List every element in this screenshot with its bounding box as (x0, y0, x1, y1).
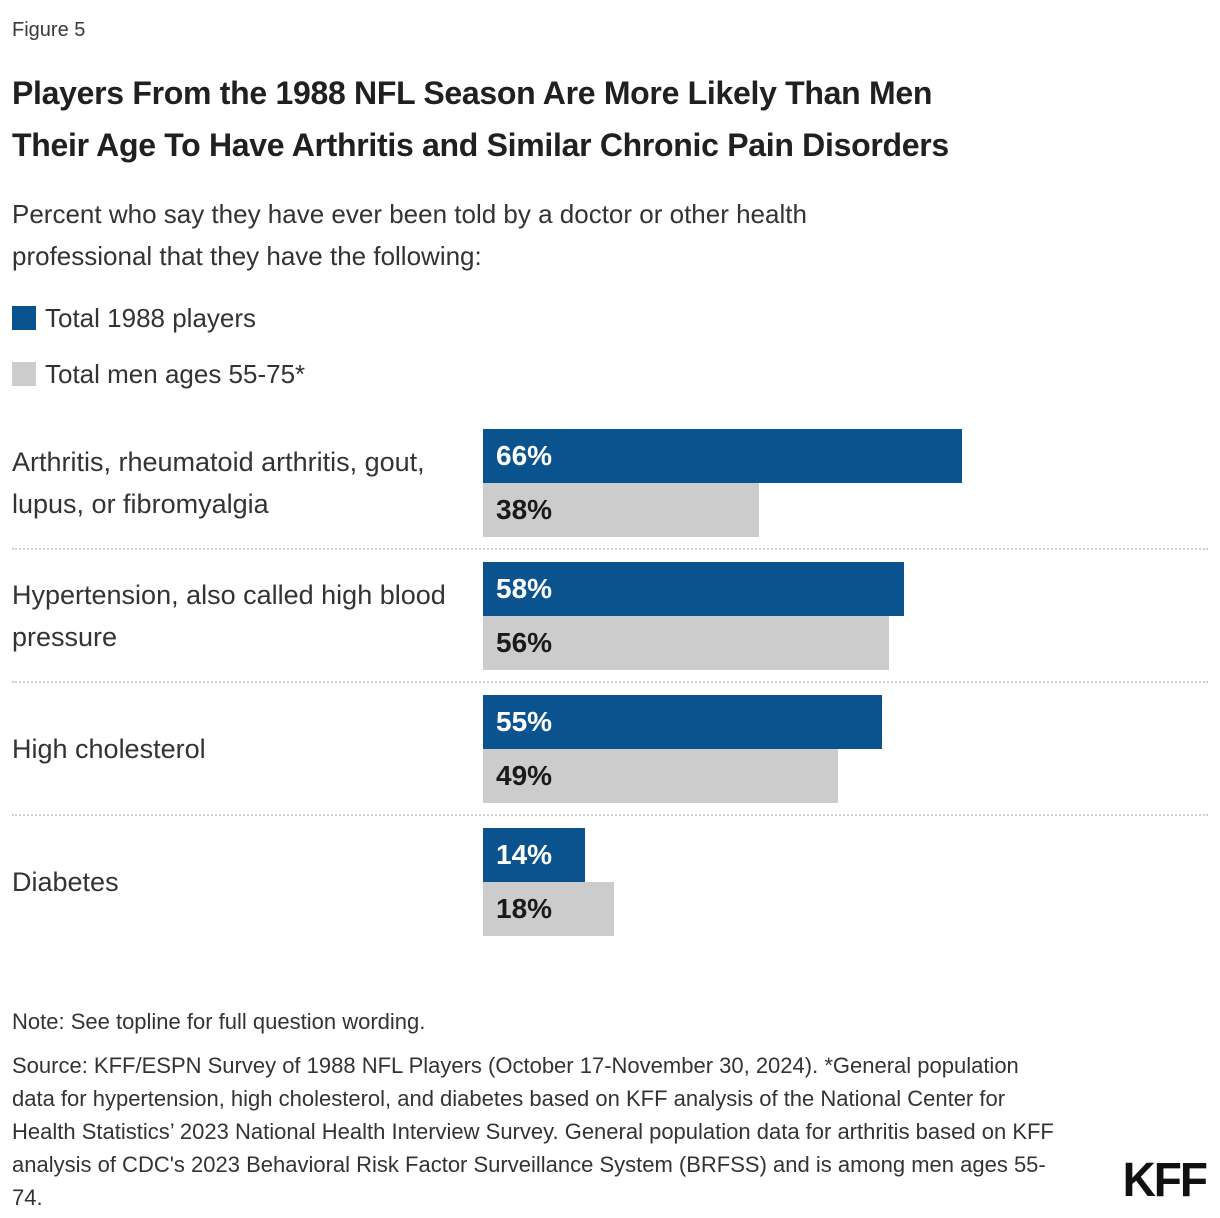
chart-title-line-1: Players From the 1988 NFL Season Are Mor… (12, 75, 933, 111)
chart-subtitle-line-1: Percent who say they have ever been told… (12, 199, 807, 229)
category-label: High cholesterol (12, 734, 206, 764)
bar-value-label: 18% (496, 893, 553, 924)
category-label: Arthritis, rheumatoid arthritis, gout, l… (12, 447, 425, 519)
legend-label-men: Total men ages 55-75* (45, 358, 306, 389)
category-label: Diabetes (12, 867, 119, 897)
legend-item-men: Total men ages 55-75* (12, 358, 1208, 389)
category-label: Hypertension, also called high blood pre… (12, 580, 446, 652)
bar-value-label: 66% (496, 440, 553, 471)
bar-value-label: 49% (496, 760, 553, 791)
bar-players: 66% (483, 429, 962, 483)
chart-group-cholesterol: High cholesterol 55% 49% (12, 683, 1208, 816)
bar-value-label: 14% (496, 839, 553, 870)
bar-men: 38% (483, 483, 759, 537)
chart-group-diabetes: Diabetes 14% 18% (12, 816, 1208, 947)
bar-players: 58% (483, 562, 904, 616)
chart-title-line-2: Their Age To Have Arthritis and Similar … (12, 127, 949, 163)
legend-item-players: Total 1988 players (12, 302, 1208, 333)
bar-value-label: 55% (496, 706, 553, 737)
bar-men: 18% (483, 882, 614, 936)
bar-men: 49% (483, 749, 839, 803)
bar-players: 14% (483, 828, 585, 882)
bar-pair: 66% 38% (483, 429, 1208, 537)
bar-pair: 55% 49% (483, 695, 1208, 803)
bar-players: 55% (483, 695, 882, 749)
legend-label-players: Total 1988 players (45, 302, 257, 333)
legend-swatch-men-icon (12, 362, 36, 386)
bar-chart: Arthritis, rheumatoid arthritis, gout, l… (12, 417, 1208, 947)
bar-pair: 58% 56% (483, 562, 1208, 670)
chart-subtitle: Percent who say they have ever been told… (12, 193, 1208, 277)
bar-value-label: 56% (496, 627, 553, 658)
chart-title: Players From the 1988 NFL Season Are Mor… (12, 67, 1208, 171)
source-text: Source: KFF/ESPN Survey of 1988 NFL Play… (12, 1053, 1054, 1210)
chart-group-hypertension: Hypertension, also called high blood pre… (12, 550, 1208, 683)
chart-group-arthritis: Arthritis, rheumatoid arthritis, gout, l… (12, 417, 1208, 550)
legend: Total 1988 players Total men ages 55-75* (12, 302, 1208, 389)
chart-subtitle-line-2: professional that they have the followin… (12, 241, 482, 271)
bar-pair: 14% 18% (483, 828, 1208, 936)
note-text: Note: See topline for full question word… (12, 1009, 426, 1034)
bar-value-label: 38% (496, 494, 553, 525)
bar-value-label: 58% (496, 573, 553, 604)
figure-label: Figure 5 (12, 19, 86, 41)
legend-swatch-players-icon (12, 306, 36, 330)
bar-men: 56% (483, 616, 889, 670)
kff-logo: KFF (1122, 1151, 1208, 1207)
